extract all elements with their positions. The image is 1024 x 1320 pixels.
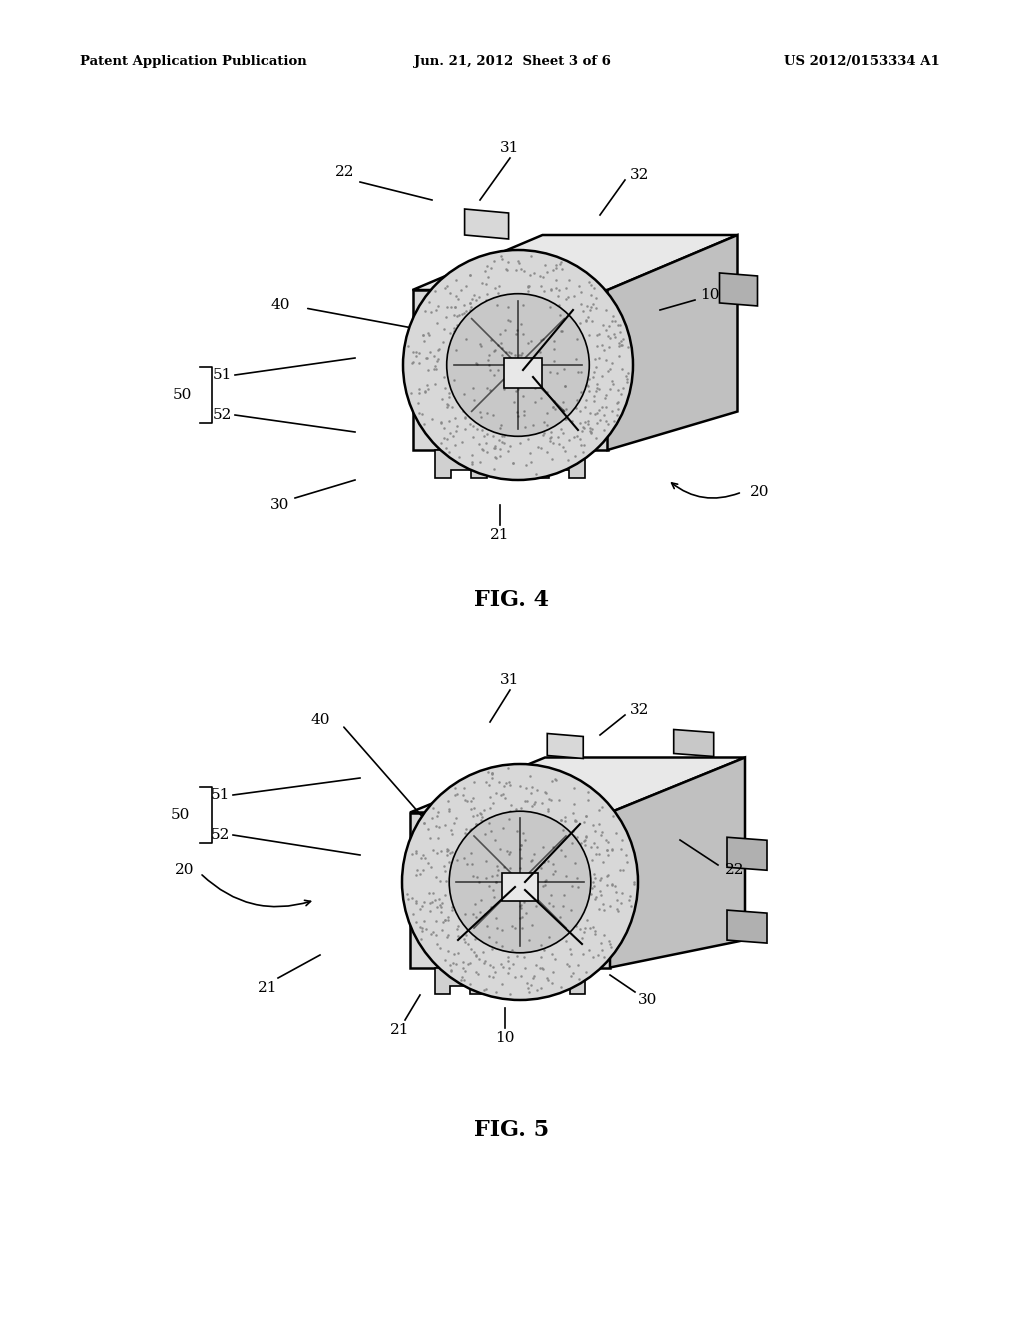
Polygon shape xyxy=(504,358,542,388)
Text: 31: 31 xyxy=(501,673,520,686)
Polygon shape xyxy=(465,209,509,239)
Polygon shape xyxy=(502,873,538,902)
Polygon shape xyxy=(727,837,767,870)
Text: 20: 20 xyxy=(175,863,195,876)
Polygon shape xyxy=(610,758,745,968)
Text: 50: 50 xyxy=(172,388,191,403)
Text: 50: 50 xyxy=(170,808,189,822)
Polygon shape xyxy=(607,235,737,450)
Circle shape xyxy=(446,294,589,437)
Text: 51: 51 xyxy=(212,368,231,381)
Text: 32: 32 xyxy=(631,168,649,182)
Text: FIG. 5: FIG. 5 xyxy=(474,1119,550,1140)
Circle shape xyxy=(450,812,591,953)
Text: 52: 52 xyxy=(210,828,229,842)
Text: Patent Application Publication: Patent Application Publication xyxy=(80,55,307,69)
Text: 22: 22 xyxy=(725,863,744,876)
Text: FIG. 4: FIG. 4 xyxy=(474,589,550,611)
Polygon shape xyxy=(435,450,487,478)
Polygon shape xyxy=(674,730,714,756)
Text: 30: 30 xyxy=(638,993,657,1007)
Text: 10: 10 xyxy=(496,1031,515,1045)
Text: 51: 51 xyxy=(210,788,229,803)
Polygon shape xyxy=(410,813,610,968)
Text: Jun. 21, 2012  Sheet 3 of 6: Jun. 21, 2012 Sheet 3 of 6 xyxy=(414,55,610,69)
Text: 21: 21 xyxy=(390,1023,410,1038)
Text: 52: 52 xyxy=(212,408,231,422)
Text: 31: 31 xyxy=(501,141,520,154)
Text: US 2012/0153334 A1: US 2012/0153334 A1 xyxy=(784,55,940,69)
Text: 40: 40 xyxy=(270,298,290,312)
Text: 10: 10 xyxy=(700,288,720,302)
Text: 32: 32 xyxy=(631,704,649,717)
Polygon shape xyxy=(435,968,485,994)
Circle shape xyxy=(402,764,638,1001)
Polygon shape xyxy=(535,968,585,994)
Text: 30: 30 xyxy=(270,498,290,512)
Circle shape xyxy=(403,249,633,480)
Polygon shape xyxy=(410,758,745,813)
Polygon shape xyxy=(547,734,584,759)
Text: 21: 21 xyxy=(490,528,510,543)
Polygon shape xyxy=(727,909,767,942)
Text: 40: 40 xyxy=(310,713,330,727)
Polygon shape xyxy=(720,273,758,306)
Polygon shape xyxy=(532,450,585,478)
Text: 20: 20 xyxy=(751,484,770,499)
Text: 22: 22 xyxy=(335,165,354,180)
Polygon shape xyxy=(413,235,737,290)
Polygon shape xyxy=(413,290,607,450)
Text: 21: 21 xyxy=(258,981,278,995)
